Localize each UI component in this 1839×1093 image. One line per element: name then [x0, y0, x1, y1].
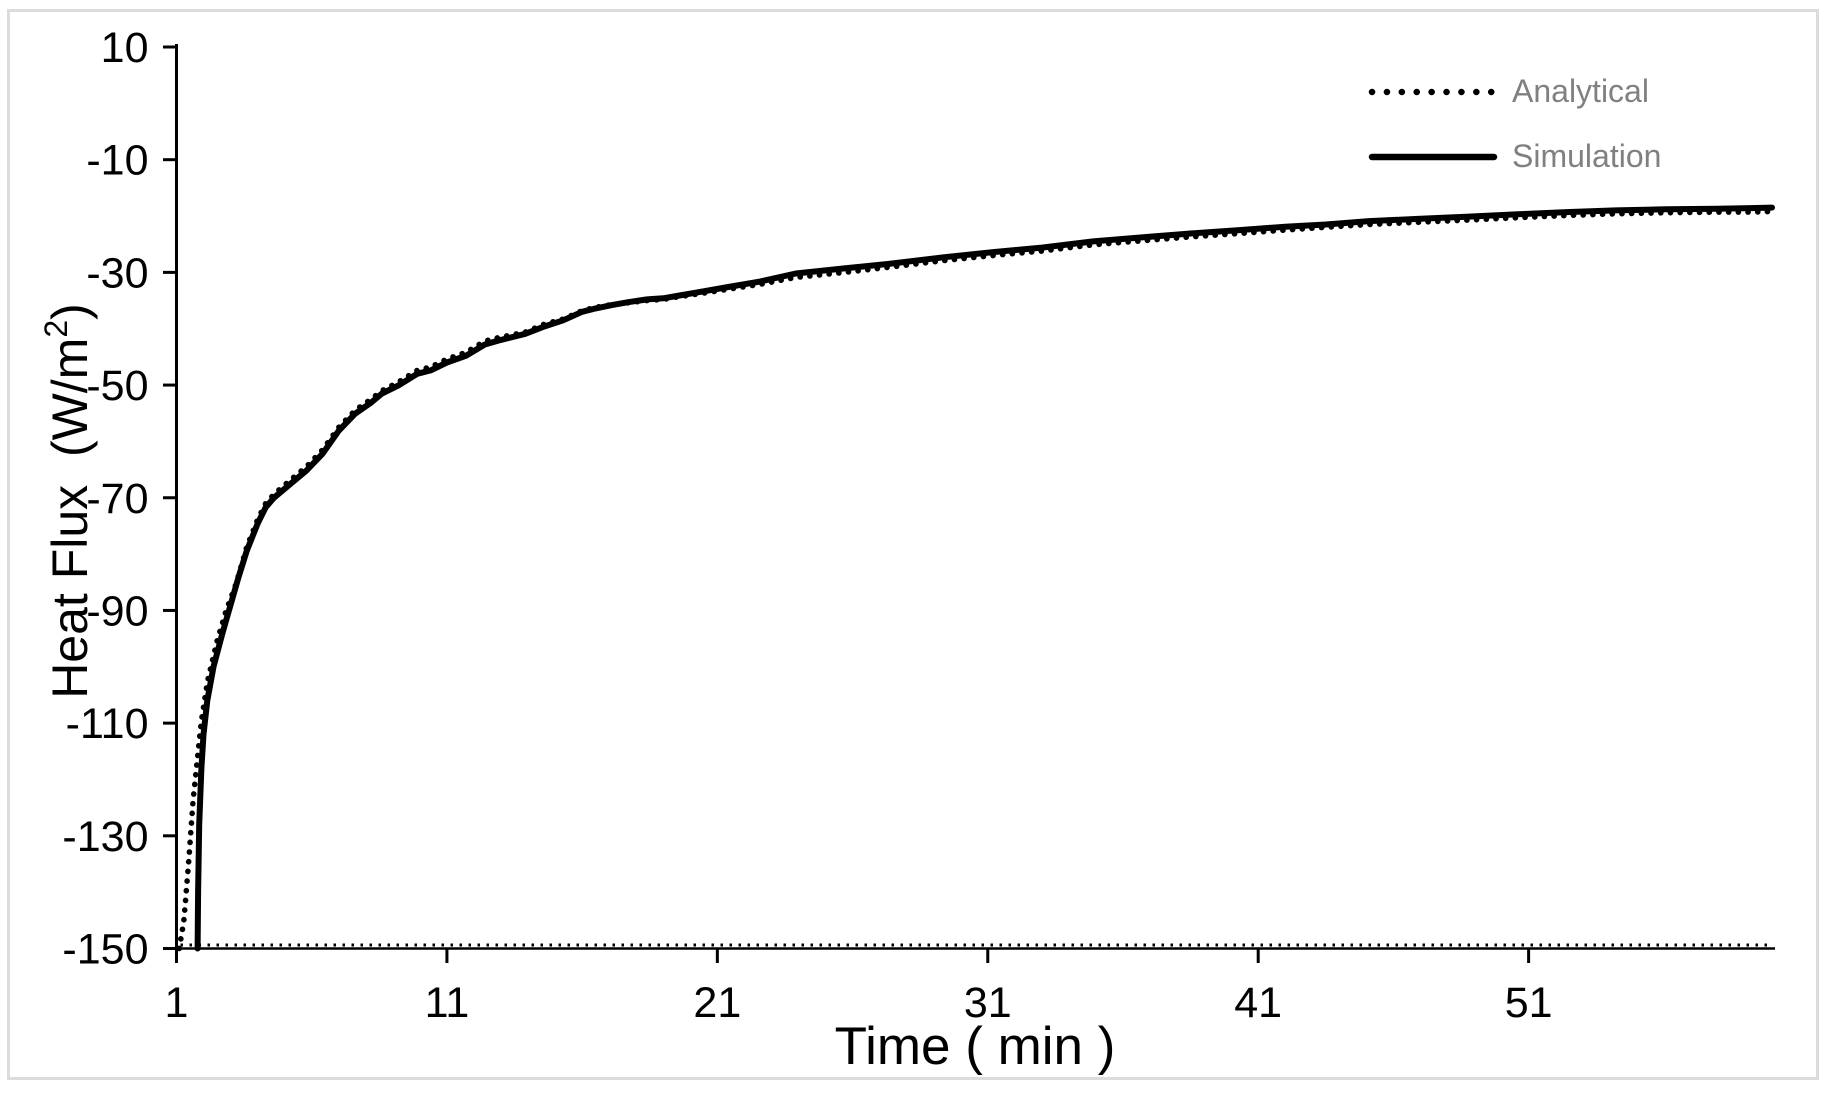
y-tick-label: -90 [86, 587, 148, 635]
legend-label: Simulation [1512, 138, 1662, 174]
x-axis-title: Time ( min ) [834, 1017, 1116, 1076]
legend-label: Analytical [1512, 73, 1649, 109]
x-tick-label: 1 [165, 979, 189, 1027]
series-simulation-line [194, 204, 1775, 952]
y-tick-label: -50 [86, 362, 148, 410]
y-tick-label: -130 [62, 813, 148, 861]
series-analytical-line [176, 208, 1775, 952]
y-tick-label: -110 [66, 700, 149, 748]
y-axis-title-close-paren: ) [42, 303, 98, 320]
y-axis-title-text: Heat Flux (W/m [42, 337, 98, 699]
chart-border [7, 9, 1819, 1080]
y-tick-label: -30 [86, 249, 148, 297]
legend: Analytical Simulation [1368, 59, 1661, 189]
x-tick-label: 31 [964, 979, 1012, 1027]
x-tick-label: 51 [1505, 979, 1553, 1027]
x-tick-label: 11 [425, 979, 470, 1027]
y-axis-title: Heat Flux (W/m2) [25, 151, 98, 851]
legend-item-analytical: Analytical [1368, 59, 1661, 124]
x-tick-label: 41 [1234, 979, 1282, 1027]
analytical-line-marker [1368, 88, 1498, 95]
y-tick-label: -150 [62, 926, 148, 974]
y-tick-label: 10 [101, 24, 149, 72]
y-tick-label: -10 [86, 137, 148, 185]
y-axis-title-superscript: 2 [38, 319, 74, 338]
simulation-line-marker [1368, 153, 1498, 160]
x-tick-label: 21 [693, 979, 741, 1027]
legend-item-simulation: Simulation [1368, 124, 1661, 189]
y-tick-label: -70 [86, 475, 148, 523]
